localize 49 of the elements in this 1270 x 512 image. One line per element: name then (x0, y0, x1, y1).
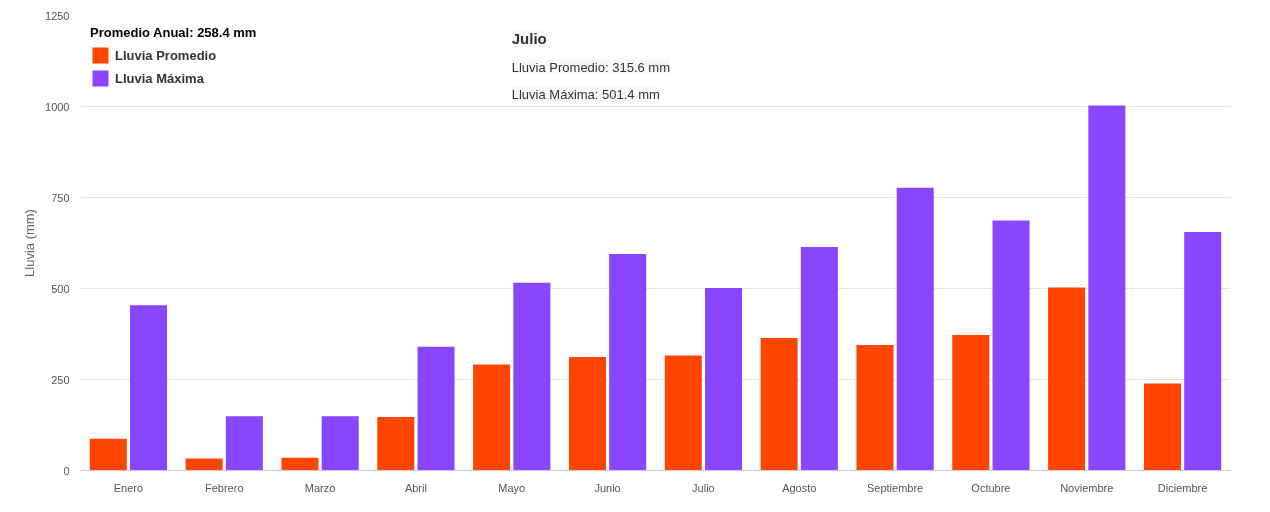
bar (185, 458, 223, 471)
x-tick-label: Enero (113, 481, 144, 494)
x-tick-label: Junio (594, 481, 621, 494)
y-tick-label: 250 (51, 373, 70, 386)
x-tick-label: Marzo (304, 481, 336, 494)
y-tick-label: 0 (63, 464, 70, 477)
annotation: Julio (511, 30, 547, 48)
x-tick-label: Febrero (204, 481, 244, 494)
bar (1048, 287, 1086, 471)
x-tick-label: Julio (692, 481, 715, 494)
bar (568, 356, 606, 471)
legend-label: Lluvia Máxima (115, 70, 204, 86)
y-tick-label: 750 (51, 191, 70, 204)
bar (130, 305, 168, 471)
bar (281, 457, 319, 471)
bar (800, 247, 838, 471)
y-tick-label: 1000 (45, 100, 70, 113)
bar (992, 220, 1030, 471)
bar (856, 344, 894, 471)
y-tick-label: 1250 (45, 9, 70, 22)
legend-label: Lluvia Promedio (115, 47, 217, 63)
bar (89, 438, 127, 471)
x-tick-label: Septiembre (866, 481, 924, 494)
legend-title: Promedio Anual: 258.4 mm (90, 25, 257, 40)
annotation: Lluvia Promedio: 315.6 mm (511, 59, 670, 75)
annotation: Lluvia Máxima: 501.4 mm (511, 86, 660, 102)
bar (225, 416, 263, 471)
bar (1184, 232, 1222, 471)
bar (473, 364, 511, 471)
bar (321, 416, 359, 471)
bar (417, 346, 455, 471)
x-tick-label: Abril (404, 481, 427, 494)
y-tick-label: 500 (51, 282, 70, 295)
bar (896, 187, 934, 471)
x-tick-label: Noviembre (1060, 481, 1114, 494)
y-axis-title: Lluvia (mm) (22, 209, 38, 277)
bar (1088, 105, 1126, 471)
x-tick-label: Octubre (971, 481, 1011, 494)
bar (513, 282, 551, 471)
bar (952, 335, 990, 471)
bar (1143, 383, 1181, 471)
bar (705, 287, 743, 471)
bar (664, 355, 702, 471)
x-tick-label: Agosto (782, 481, 817, 494)
bar (760, 338, 798, 471)
x-tick-label: Diciembre (1157, 481, 1208, 494)
x-tick-label: Mayo (498, 481, 526, 494)
bar (609, 253, 647, 471)
bar (377, 416, 415, 471)
